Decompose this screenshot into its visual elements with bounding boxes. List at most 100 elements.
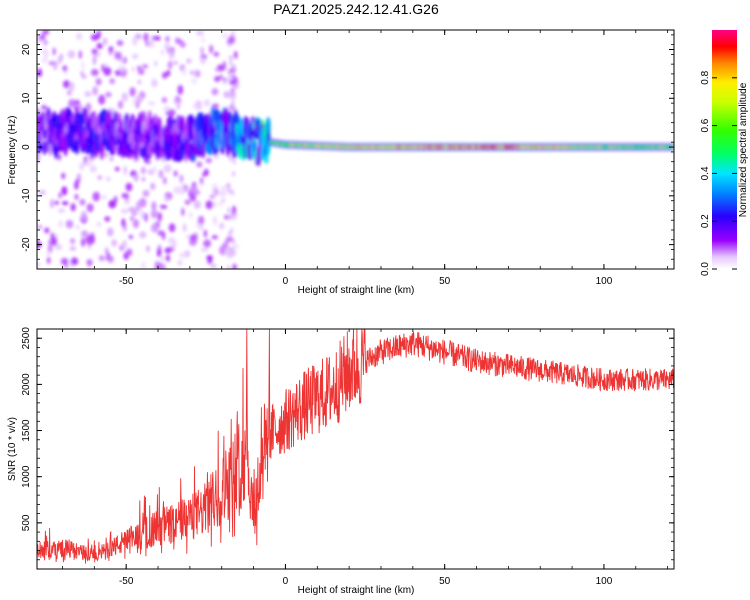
spectrogram-ytick-label-4: 20: [21, 44, 32, 56]
spectrogram-noise-cell: [179, 174, 184, 183]
spectrogram-noise-cell: [193, 200, 201, 209]
spectrogram-noise-cell: [97, 175, 103, 180]
spectrogram-noise-cell: [173, 186, 181, 194]
spectrogram-noise-cell: [150, 209, 159, 219]
spectrogram-noise-cell: [218, 222, 225, 230]
spectrogram-noise-cell: [69, 246, 77, 251]
spectrogram-ylabel: Frequency (Hz): [7, 116, 18, 185]
spectrogram-ridge-cell: [235, 114, 241, 125]
spectrogram-noise-cell: [111, 239, 117, 247]
spectrogram-noise-cell: [223, 91, 231, 99]
spectrogram-noise-cell: [126, 248, 133, 257]
snr-xtick-label-0: -50: [119, 576, 134, 587]
spectrogram-noise-cell: [95, 78, 102, 86]
spectrogram-noise-cell: [52, 47, 56, 56]
spectrogram-noise-cell: [108, 199, 117, 209]
spectrogram-noise-cell: [80, 210, 88, 221]
colorbar-tick-label-4: 0.8: [700, 70, 711, 84]
spectrogram-noise-cell: [162, 72, 168, 79]
spectrogram-noise-cell: [175, 37, 180, 45]
spectrogram-noise-cell: [162, 176, 167, 185]
spectrogram-noise-cell: [175, 95, 181, 103]
spectrogram-noise-cell: [101, 63, 105, 72]
spectrogram-ridge-cell: [90, 139, 95, 158]
snr-ytick-label-1: 1000: [21, 465, 32, 488]
spectrogram-noise-cell: [81, 60, 85, 71]
snr-xtick-label-1: 0: [283, 576, 289, 587]
spectrogram-noise-cell: [214, 75, 221, 82]
spectrogram-noise-cell: [229, 59, 233, 66]
spectrogram-noise-cell: [142, 190, 150, 197]
spectrogram-noise-cell: [164, 36, 170, 42]
spectrogram-noise-cell: [70, 238, 76, 245]
spectrogram-noise-cell: [70, 203, 76, 212]
spectrogram-noise-cell: [133, 173, 139, 182]
spectrogram-noise-cell: [227, 41, 231, 48]
spectrogram-ytick-label-2: 0: [21, 144, 32, 150]
spectrogram-noise-cell: [139, 231, 147, 239]
spectrogram-noise-cell: [131, 66, 136, 73]
spectrogram-noise-cell: [199, 224, 204, 231]
spectrogram-noise-cell: [226, 265, 230, 269]
spectrogram-ridge-cell: [51, 115, 57, 130]
spectrogram-noise-cell: [57, 153, 61, 162]
snr-xlabel: Height of straight line (km): [298, 585, 415, 596]
spectrogram-noise-cell: [164, 195, 169, 203]
spectrogram-noise-cell: [68, 98, 76, 108]
spectrogram-noise-cell: [211, 103, 220, 108]
spectrogram-noise-cell: [91, 48, 98, 55]
spectrogram-noise-cell: [160, 255, 165, 263]
spectrogram-noise-cell: [81, 230, 89, 239]
spectrogram-noise-cell: [141, 176, 146, 182]
spectrogram-noise-cell: [205, 200, 214, 210]
spectrogram-noise-cell: [121, 218, 126, 228]
spectrogram-noise-cell: [145, 245, 150, 253]
spectrogram-noise-cell: [104, 216, 111, 222]
spectrogram-noise-cell: [51, 237, 58, 247]
spectrogram-noise-cell: [194, 69, 201, 78]
spectrogram-noise-cell: [221, 79, 229, 85]
spectrogram-noise-cell: [184, 249, 191, 258]
spectrogram-noise-cell: [163, 164, 172, 173]
colorbar-tick-label-1: 0.2: [700, 214, 711, 228]
spectrogram-noise-cell: [154, 60, 158, 67]
spectrogram-noise-cell: [157, 248, 162, 258]
spectrogram-noise-cell: [209, 44, 214, 54]
spectrogram-noise-cell: [214, 67, 219, 73]
snr-ytick-label-3: 2000: [21, 373, 32, 396]
spectrogram-noise-cell: [165, 254, 171, 262]
spectrogram-noise-cell: [181, 207, 185, 217]
spectrogram-noise-cell: [107, 255, 114, 264]
spectrogram-noise-cell: [177, 260, 183, 266]
spectrogram-noise-cell: [176, 104, 180, 110]
spectrogram-noise-cell: [199, 177, 204, 184]
spectrogram-panel: -50 0 50 100 -20 -10 0 10 20 Height of straight…: [7, 29, 675, 296]
snr-ytick-label-4: 2500: [21, 327, 32, 350]
spectrogram-noise-cell: [75, 224, 81, 231]
spectrogram-noise-cell: [203, 100, 211, 107]
spectrogram-noise-cell: [102, 37, 108, 46]
spectrogram-noise-cell: [37, 154, 41, 163]
spectrogram-noise-cell: [220, 185, 228, 194]
snr-xtick-label-2: 50: [439, 576, 451, 587]
spectrogram-noise-cell: [118, 51, 122, 61]
spectrogram-noise-cell: [163, 105, 171, 112]
spectrogram-noise-cell: [46, 249, 51, 257]
spectrogram-noise-cell: [196, 30, 204, 36]
spectrogram-noise-cell: [191, 78, 197, 84]
spectrogram-noise-cell: [231, 247, 235, 254]
spectrogram-noise-cell: [76, 32, 83, 41]
spectrogram-noise-cell: [178, 252, 187, 259]
spectrogram-noise-cell: [182, 223, 187, 233]
spectrogram-noise-cell: [221, 198, 226, 203]
spectrogram-noise-cell: [121, 208, 126, 214]
spectrogram-noise-cell: [148, 38, 155, 49]
spectrogram-noise-cell: [140, 166, 146, 175]
spectrogram-noise-cell: [123, 199, 131, 205]
spectrogram-noise-cell: [232, 63, 236, 70]
spectrogram-noise-cell: [46, 256, 51, 264]
spectrogram-ytick-label-3: 10: [21, 92, 32, 104]
spectrogram-noise-cell: [86, 237, 92, 247]
spectrogram-noise-cell: [228, 214, 232, 221]
spectrogram-noise-cell: [108, 46, 114, 53]
